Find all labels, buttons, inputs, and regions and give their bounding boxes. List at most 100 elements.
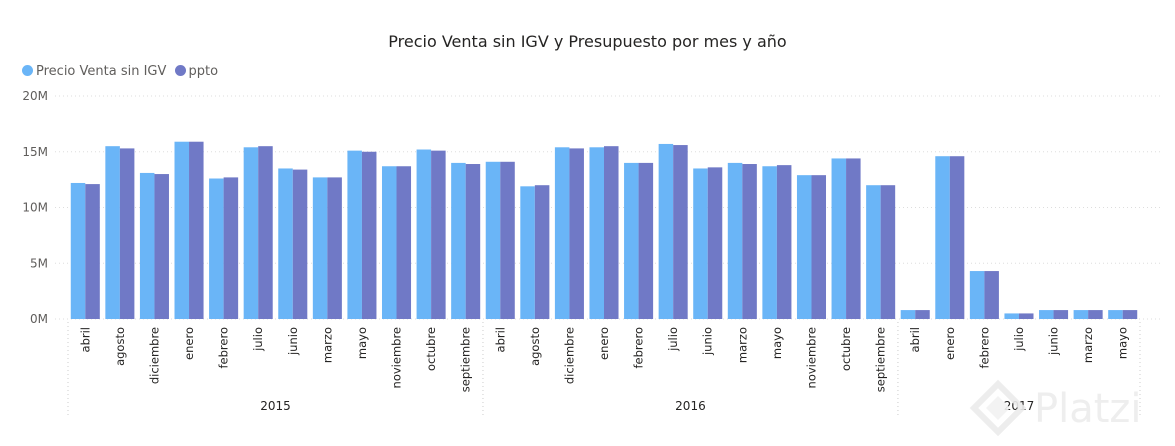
legend-item-precio[interactable]: Precio Venta sin IGV bbox=[22, 64, 166, 79]
y-tick-label: 10M bbox=[22, 201, 48, 215]
legend-dot-ppto bbox=[174, 65, 186, 76]
x-tick-label: junio bbox=[701, 327, 715, 356]
x-tick-label: diciembre bbox=[147, 327, 161, 384]
x-tick-label: junio bbox=[1047, 327, 1061, 356]
year-label: 2016 bbox=[675, 399, 706, 413]
platzi-watermark-text: Platzi bbox=[1034, 386, 1142, 432]
bar-ppto bbox=[846, 158, 861, 319]
x-tick-label: noviembre bbox=[804, 327, 818, 388]
bar-ppto bbox=[742, 164, 757, 319]
bar-ppto bbox=[569, 148, 584, 319]
bar-ppto bbox=[673, 145, 688, 319]
bar-precio bbox=[485, 161, 501, 319]
bar-ppto bbox=[638, 162, 654, 319]
bar-ppto bbox=[880, 185, 896, 319]
bar-precio bbox=[312, 177, 328, 319]
bar-ppto bbox=[604, 146, 619, 319]
x-tick-label: junio bbox=[286, 327, 300, 356]
x-tick-label: diciembre bbox=[562, 327, 576, 384]
bar-ppto bbox=[361, 151, 377, 319]
bar-ppto bbox=[189, 141, 204, 319]
x-tick-label: enero bbox=[943, 327, 957, 360]
bar-ppto bbox=[465, 164, 481, 319]
bar-precio bbox=[796, 175, 812, 319]
y-tick-label: 15M bbox=[22, 145, 48, 159]
bar-precio bbox=[1004, 313, 1019, 319]
bar-precio bbox=[1073, 310, 1089, 319]
chart-legend[interactable]: Precio Venta sin IGV ppto bbox=[22, 64, 222, 79]
bar-ppto bbox=[431, 150, 446, 319]
x-tick-label: abril bbox=[908, 327, 922, 352]
x-tick-label: marzo bbox=[320, 327, 334, 363]
x-tick-label: marzo bbox=[735, 327, 749, 363]
legend-dot-precio bbox=[22, 65, 33, 76]
bar-ppto bbox=[292, 169, 308, 319]
x-tick-label: enero bbox=[182, 327, 196, 360]
y-tick-label: 0M bbox=[30, 312, 48, 326]
x-tick-label: febrero bbox=[977, 327, 991, 369]
bar-ppto bbox=[223, 177, 239, 319]
x-tick-label: enero bbox=[597, 327, 611, 360]
bar-precio bbox=[658, 143, 674, 319]
bar-precio bbox=[935, 156, 950, 319]
bar-precio bbox=[693, 168, 708, 319]
x-tick-label: marzo bbox=[1081, 327, 1095, 363]
bar-precio bbox=[209, 178, 224, 319]
x-tick-label: julio bbox=[251, 327, 265, 352]
x-tick-label: julio bbox=[1012, 327, 1026, 352]
bar-ppto bbox=[1088, 310, 1103, 319]
bar-precio bbox=[969, 271, 985, 319]
bar-precio bbox=[624, 162, 639, 319]
chart-title: Precio Venta sin IGV y Presupuesto por m… bbox=[388, 32, 787, 51]
bar-precio bbox=[70, 182, 86, 319]
bar-precio bbox=[762, 166, 777, 319]
x-tick-label: mayo bbox=[770, 327, 784, 359]
bar-ppto bbox=[1018, 313, 1034, 319]
bar-precio bbox=[520, 186, 535, 319]
bar-precio bbox=[589, 147, 604, 319]
bar-precio bbox=[347, 150, 362, 319]
bar-ppto bbox=[915, 310, 930, 319]
x-tick-label: septiembre bbox=[874, 327, 888, 392]
bar-precio bbox=[831, 158, 847, 319]
bar-precio bbox=[866, 185, 881, 319]
x-tick-label: febrero bbox=[217, 327, 231, 369]
x-tick-label: noviembre bbox=[390, 327, 404, 388]
x-tick-label: mayo bbox=[355, 327, 369, 359]
bar-precio bbox=[278, 168, 293, 319]
bar-ppto bbox=[984, 271, 999, 319]
bar-precio bbox=[900, 310, 916, 319]
bar-ppto bbox=[327, 177, 342, 319]
legend-label-ppto: ppto bbox=[188, 64, 219, 79]
bar-ppto bbox=[119, 148, 135, 319]
x-tick-label: abril bbox=[493, 327, 507, 352]
bar-precio bbox=[1039, 310, 1054, 319]
bar-precio bbox=[451, 162, 466, 319]
bar-ppto bbox=[500, 161, 515, 319]
bar-precio bbox=[1108, 310, 1123, 319]
x-tick-label: octubre bbox=[424, 327, 438, 371]
x-tick-label: agosto bbox=[113, 327, 127, 366]
bar-ppto bbox=[258, 146, 273, 319]
bar-precio bbox=[727, 162, 743, 319]
bar-precio bbox=[243, 147, 259, 319]
bar-ppto bbox=[534, 185, 550, 319]
bar-precio bbox=[174, 141, 190, 319]
x-tick-label: febrero bbox=[632, 327, 646, 369]
bar-ppto bbox=[811, 175, 827, 319]
bar-ppto bbox=[1053, 310, 1069, 319]
bar-ppto bbox=[949, 156, 965, 319]
bar-precio bbox=[416, 149, 432, 319]
x-tick-label: octubre bbox=[839, 327, 853, 371]
bar-precio bbox=[381, 166, 397, 319]
y-tick-label: 20M bbox=[22, 89, 48, 103]
bar-ppto bbox=[707, 167, 723, 319]
bar-ppto bbox=[154, 174, 169, 319]
platzi-logo-icon bbox=[969, 379, 1027, 437]
bar-ppto bbox=[776, 165, 792, 319]
x-tick-label: agosto bbox=[528, 327, 542, 366]
x-tick-label: julio bbox=[666, 327, 680, 352]
legend-item-ppto[interactable]: ppto bbox=[174, 64, 219, 79]
bar-ppto bbox=[396, 166, 412, 319]
